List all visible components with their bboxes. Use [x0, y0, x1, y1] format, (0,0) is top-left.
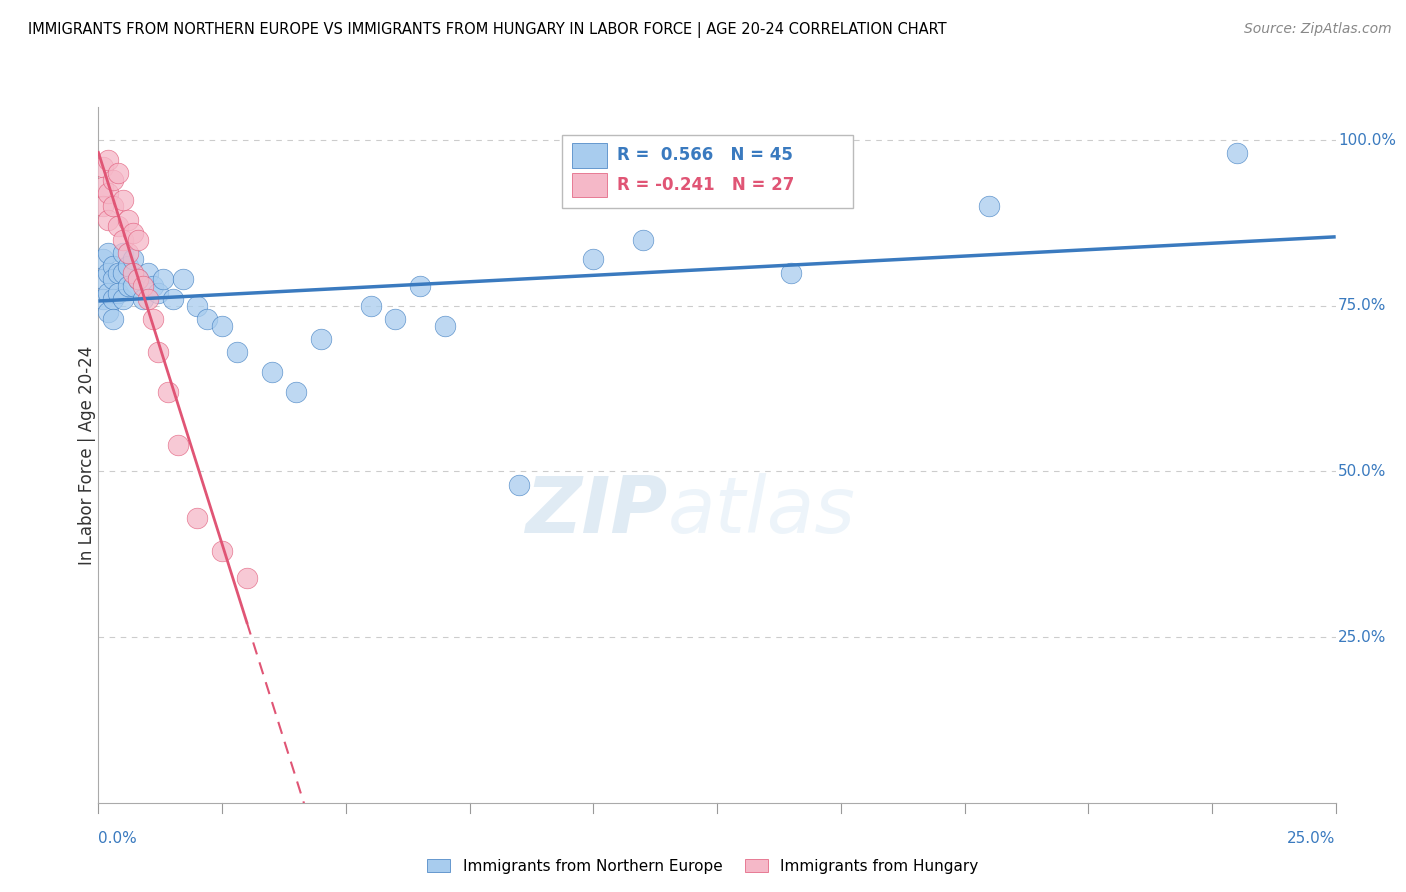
Point	[132, 292, 155, 306]
Point	[97, 153, 120, 167]
Point	[508, 477, 530, 491]
Point	[384, 312, 406, 326]
Point	[97, 186, 120, 201]
Point	[122, 226, 145, 240]
Point	[142, 312, 165, 326]
Point	[631, 233, 654, 247]
FancyBboxPatch shape	[562, 135, 853, 208]
Text: 25.0%: 25.0%	[1288, 830, 1336, 846]
Point	[360, 299, 382, 313]
Point	[97, 285, 120, 300]
Point	[285, 384, 308, 399]
Point	[93, 199, 115, 213]
Point	[117, 212, 139, 227]
Point	[103, 259, 125, 273]
Point	[93, 272, 115, 286]
Point	[93, 179, 115, 194]
Text: 50.0%: 50.0%	[1339, 464, 1386, 479]
Point	[107, 219, 129, 234]
Point	[226, 345, 249, 359]
Point	[979, 199, 1001, 213]
Legend: Immigrants from Northern Europe, Immigrants from Hungary: Immigrants from Northern Europe, Immigra…	[422, 853, 984, 880]
Point	[122, 252, 145, 267]
Bar	[572, 144, 607, 168]
Point	[103, 312, 125, 326]
Text: 25.0%: 25.0%	[1339, 630, 1386, 645]
Text: 75.0%: 75.0%	[1339, 298, 1386, 313]
Text: R = -0.241   N = 27: R = -0.241 N = 27	[617, 177, 794, 194]
Text: atlas: atlas	[668, 473, 855, 549]
Text: R =  0.566   N = 45: R = 0.566 N = 45	[617, 146, 793, 164]
Point	[112, 266, 135, 280]
Point	[211, 318, 233, 333]
Point	[136, 266, 159, 280]
Point	[103, 292, 125, 306]
Text: IMMIGRANTS FROM NORTHERN EUROPE VS IMMIGRANTS FROM HUNGARY IN LABOR FORCE | AGE : IMMIGRANTS FROM NORTHERN EUROPE VS IMMIG…	[28, 22, 946, 38]
Point	[236, 570, 259, 584]
Point	[97, 212, 120, 227]
Point	[309, 332, 332, 346]
Point	[260, 365, 283, 379]
Point	[152, 272, 174, 286]
Point	[122, 279, 145, 293]
Text: 0.0%: 0.0%	[98, 830, 138, 846]
Point	[112, 245, 135, 260]
Point	[780, 266, 803, 280]
Point	[103, 173, 125, 187]
Point	[132, 279, 155, 293]
Point	[146, 345, 169, 359]
Point	[127, 272, 149, 286]
Point	[172, 272, 194, 286]
Point	[136, 292, 159, 306]
Point	[107, 166, 129, 180]
Point	[211, 544, 233, 558]
Point	[107, 285, 129, 300]
Point	[162, 292, 184, 306]
Point	[103, 272, 125, 286]
Point	[127, 272, 149, 286]
Point	[146, 285, 169, 300]
Point	[97, 266, 120, 280]
Text: Source: ZipAtlas.com: Source: ZipAtlas.com	[1244, 22, 1392, 37]
Point	[156, 384, 179, 399]
Point	[107, 266, 129, 280]
Point	[1226, 146, 1249, 161]
Point	[112, 292, 135, 306]
Point	[117, 245, 139, 260]
Point	[433, 318, 456, 333]
Point	[93, 160, 115, 174]
Point	[122, 266, 145, 280]
Point	[112, 193, 135, 207]
Point	[186, 299, 208, 313]
Point	[97, 245, 120, 260]
Point	[103, 199, 125, 213]
Point	[186, 511, 208, 525]
Y-axis label: In Labor Force | Age 20-24: In Labor Force | Age 20-24	[79, 345, 96, 565]
Point	[409, 279, 432, 293]
Point	[166, 438, 188, 452]
Point	[127, 233, 149, 247]
Point	[142, 279, 165, 293]
Point	[112, 233, 135, 247]
Point	[93, 252, 115, 267]
Point	[117, 279, 139, 293]
Point	[97, 305, 120, 319]
Point	[93, 292, 115, 306]
Point	[195, 312, 218, 326]
Text: 100.0%: 100.0%	[1339, 133, 1396, 148]
Point	[582, 252, 605, 267]
Text: ZIP: ZIP	[526, 473, 668, 549]
Point	[117, 259, 139, 273]
Bar	[572, 173, 607, 197]
